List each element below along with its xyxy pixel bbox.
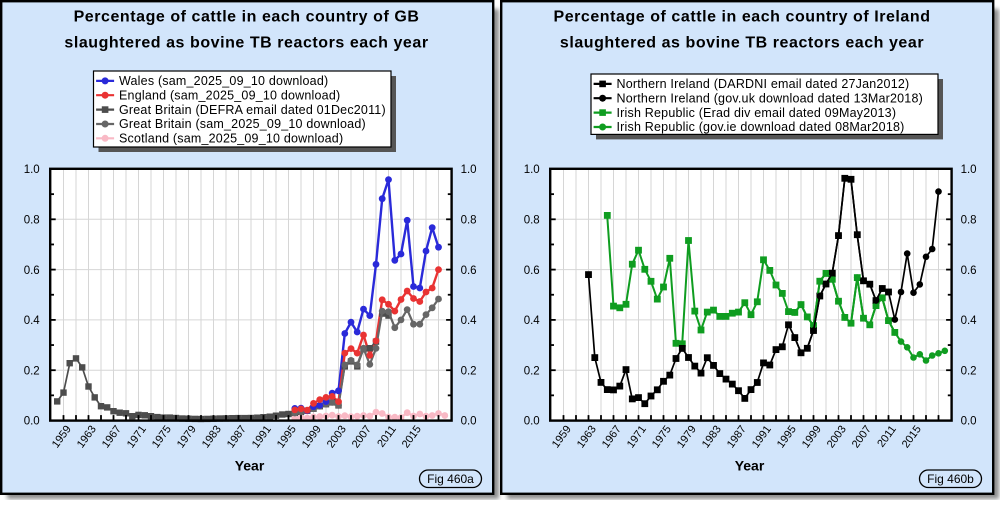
svg-text:0.4: 0.4 <box>524 315 541 327</box>
svg-text:Irish Republic (gov.ie downloa: Irish Republic (gov.ie download dated 08… <box>617 120 905 134</box>
svg-text:1.0: 1.0 <box>24 164 40 176</box>
svg-text:Wales (sam_2025_09_10 download: Wales (sam_2025_09_10 download) <box>119 74 328 88</box>
svg-text:Year: Year <box>735 458 765 474</box>
svg-text:Great Britain (sam_2025_09_10: Great Britain (sam_2025_09_10 download) <box>119 117 366 131</box>
svg-text:0.8: 0.8 <box>24 215 40 227</box>
svg-text:Fig 460b: Fig 460b <box>927 472 974 486</box>
svg-text:0.6: 0.6 <box>524 265 540 277</box>
svg-text:0.4: 0.4 <box>961 315 978 327</box>
svg-text:0.4: 0.4 <box>24 315 41 327</box>
svg-text:0.6: 0.6 <box>461 265 477 277</box>
svg-text:Percentage of cattle in each c: Percentage of cattle in each country of … <box>74 9 420 26</box>
svg-text:0.0: 0.0 <box>24 416 40 428</box>
svg-text:0.0: 0.0 <box>524 416 540 428</box>
svg-text:Irish Republic (Erad div email: Irish Republic (Erad div email dated 09M… <box>617 106 897 120</box>
svg-text:0.6: 0.6 <box>961 265 977 277</box>
svg-text:Percentage of cattle in each c: Percentage of cattle in each country of … <box>553 9 930 26</box>
svg-text:0.0: 0.0 <box>461 416 477 428</box>
svg-text:1.0: 1.0 <box>524 164 540 176</box>
svg-text:0.6: 0.6 <box>24 265 40 277</box>
svg-text:Fig 460a: Fig 460a <box>427 472 474 486</box>
svg-text:1.0: 1.0 <box>961 164 977 176</box>
svg-text:Northern Ireland (DARDNI email: Northern Ireland (DARDNI email dated 27J… <box>617 77 910 91</box>
svg-text:0.2: 0.2 <box>461 365 477 377</box>
svg-text:0.8: 0.8 <box>461 215 477 227</box>
svg-text:0.2: 0.2 <box>961 365 977 377</box>
svg-text:slaughtered as bovine TB react: slaughtered as bovine TB reactors each y… <box>64 35 428 52</box>
svg-text:0.0: 0.0 <box>961 416 977 428</box>
svg-text:Northern Ireland (gov.uk downl: Northern Ireland (gov.uk download dated … <box>617 92 923 106</box>
svg-text:Great Britain (DEFRA email dat: Great Britain (DEFRA email dated 01Dec20… <box>119 103 386 117</box>
svg-text:0.2: 0.2 <box>24 365 40 377</box>
svg-text:slaughtered as bovine TB react: slaughtered as bovine TB reactors each y… <box>560 35 924 52</box>
svg-text:1.0: 1.0 <box>461 164 477 176</box>
svg-text:Year: Year <box>235 458 265 474</box>
svg-text:England (sam_2025_09_10 downlo: England (sam_2025_09_10 download) <box>119 89 340 103</box>
svg-text:0.8: 0.8 <box>524 215 540 227</box>
svg-text:0.2: 0.2 <box>524 365 540 377</box>
svg-text:Scotland (sam_2025_09_10 downl: Scotland (sam_2025_09_10 download) <box>119 132 343 146</box>
svg-text:0.4: 0.4 <box>461 315 478 327</box>
svg-text:0.8: 0.8 <box>961 215 977 227</box>
